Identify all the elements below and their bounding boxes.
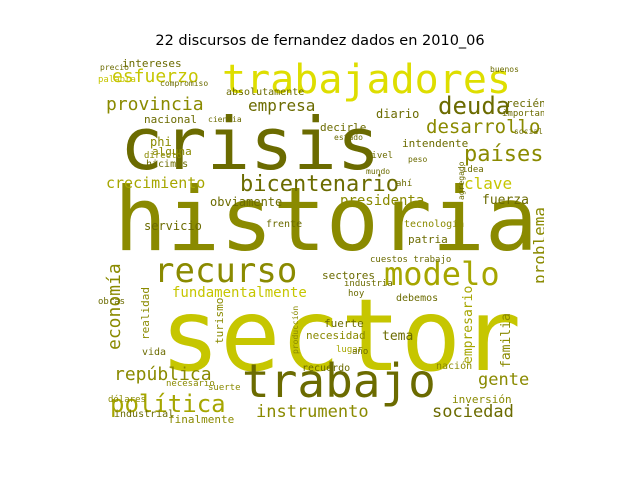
word-inversion: inversión xyxy=(452,393,512,406)
word-realidad: realidad xyxy=(139,287,152,340)
word-sectores: sectores xyxy=(322,269,375,282)
word-decirle: decirle xyxy=(320,121,367,134)
word-agregado: agregado xyxy=(457,161,466,200)
word-lugar: lugar xyxy=(336,345,364,355)
word-social: social xyxy=(514,127,543,136)
word-esfuerzo: esfuerzo xyxy=(112,66,199,87)
word-clave: clave xyxy=(464,174,513,193)
word-presidenta: presidenta xyxy=(340,193,425,209)
word-importantes: importantes xyxy=(502,109,544,119)
word-industrial: industrial xyxy=(114,409,175,420)
word-problema: problema xyxy=(530,206,544,284)
word-politica: política xyxy=(110,390,226,418)
word-palabra: palabra xyxy=(98,75,136,85)
word-gente: gente xyxy=(478,370,530,390)
word-necesario: necesario xyxy=(166,379,215,389)
word-compromiso: compromiso xyxy=(160,79,209,88)
word-fuerte: fuerte xyxy=(324,317,364,330)
word-diario: diario xyxy=(376,107,420,121)
chart-title: 22 discursos de fernandez dados en 2010_… xyxy=(155,33,485,49)
word-fundamentalmente: fundamentalmente xyxy=(172,285,307,301)
word-intendente: intendente xyxy=(402,137,469,150)
word-servicio: servicio xyxy=(144,219,202,233)
word-patria: patria xyxy=(408,233,448,246)
word-provincia: provincia xyxy=(106,94,204,115)
word-alguna: alguna xyxy=(152,145,192,158)
word-ciencia: ciencia xyxy=(208,115,242,124)
word-tecnologia: tecnología xyxy=(404,219,465,230)
word-necesidad: necesidad xyxy=(306,329,366,342)
word-vida: vida xyxy=(142,347,167,358)
word-sector: sector xyxy=(160,277,522,394)
word-finalmente: finalmente xyxy=(168,413,235,426)
word-empresa: empresa xyxy=(248,96,316,115)
word-peso: peso xyxy=(408,155,428,164)
word-frente: frente xyxy=(266,219,303,230)
word-estado: estado xyxy=(334,133,363,142)
word-tema: tema xyxy=(382,329,414,344)
word-intereses: intereses xyxy=(122,58,182,70)
word-desarrollo: desarrollo xyxy=(426,116,541,138)
word-fuerza: fuerza xyxy=(482,193,529,208)
word-mundo: mundo xyxy=(366,167,391,176)
word-crisis: crisis xyxy=(120,102,381,186)
word-obviamente: obviamente xyxy=(210,195,283,209)
word-paises: países xyxy=(464,142,544,167)
word-precio: precio xyxy=(100,63,129,72)
word-recurso: recurso xyxy=(154,251,298,291)
word-familia: familia xyxy=(499,313,514,368)
word-phi: phi xyxy=(150,135,172,149)
word-sociedad: sociedad xyxy=(432,402,514,422)
word-trabajadores: trabajadores xyxy=(222,58,511,103)
word-ahi: ahí xyxy=(396,179,413,189)
word-cuestos: cuestos trabajo xyxy=(370,255,452,265)
word-hicimos: hicimos xyxy=(146,159,189,170)
word-republica: república xyxy=(114,364,212,385)
word-empresario: empresario xyxy=(461,285,476,364)
word-dolares: dólares xyxy=(108,395,146,405)
word-cloud: sector historia crisis trabajadores trabajo m… xyxy=(96,58,544,426)
word-obras: obras xyxy=(98,297,126,307)
word-absolutamente: absolutamente xyxy=(226,87,305,98)
word-crecimiento: crecimiento xyxy=(106,174,206,192)
word-debemos: debemos xyxy=(396,293,439,304)
word-buenos: buenos xyxy=(490,65,519,74)
word-deuda: deuda xyxy=(438,92,511,120)
word-idea: idea xyxy=(462,165,484,175)
word-produccion: producción xyxy=(291,305,300,354)
word-industria: industria xyxy=(344,279,393,289)
word-nacion: nación xyxy=(436,361,473,372)
word-nivel: nivel xyxy=(366,151,394,161)
word-nacional: nacional xyxy=(144,113,197,126)
word-directo: directo xyxy=(144,151,182,161)
word-suerte: suerte xyxy=(208,383,241,393)
word-ano: año xyxy=(352,347,369,357)
word-hoy: hoy xyxy=(348,289,365,299)
word-modelo: modelo xyxy=(384,255,500,293)
word-trabajo: trabajo xyxy=(242,354,436,408)
word-instrumento: instrumento xyxy=(256,402,369,422)
word-bicentenario: bicentenario xyxy=(240,172,399,197)
word-reciben: recién xyxy=(506,97,544,110)
word-historia: historia xyxy=(114,168,538,271)
word-recuerdo: recuerdo xyxy=(302,363,351,374)
word-turismo: turismo xyxy=(213,297,226,344)
